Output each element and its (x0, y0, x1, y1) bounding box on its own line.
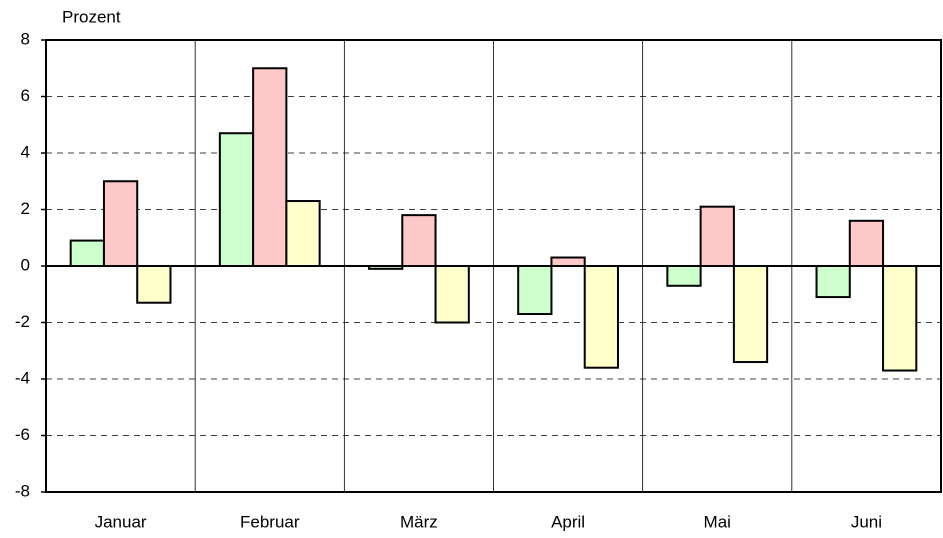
x-tick-label: März (400, 512, 438, 531)
y-tick-label: -6 (15, 425, 30, 444)
y-tick-label: -2 (15, 312, 30, 331)
bar (401, 214, 437, 267)
x-tick-label: Mai (704, 512, 731, 531)
bar (848, 219, 885, 268)
bar (815, 265, 851, 299)
y-tick-label: 4 (21, 142, 30, 161)
bar (434, 265, 470, 324)
bar (252, 67, 288, 267)
y-tick-label: -4 (15, 368, 30, 387)
bar (102, 180, 139, 267)
bar (699, 205, 735, 268)
bar (69, 239, 105, 267)
y-tick-label: 8 (21, 29, 30, 48)
x-tick-label: April (551, 512, 585, 531)
bar (218, 132, 255, 267)
x-tick-label: Juni (851, 512, 882, 531)
bar (583, 265, 619, 369)
y-tick-label: 2 (21, 199, 30, 218)
plot-border (45, 39, 942, 493)
y-axis-label: Prozent (62, 7, 121, 26)
y-tick-label: -8 (15, 481, 30, 500)
x-tick-label: Januar (95, 512, 147, 531)
bar (882, 265, 918, 372)
bar (517, 265, 553, 316)
y-tick-label: 0 (21, 255, 30, 274)
bar (732, 265, 769, 364)
bar (666, 265, 702, 287)
bar (136, 265, 172, 304)
x-tick-label: Februar (240, 512, 300, 531)
y-tick-label: 6 (21, 86, 30, 105)
bar (285, 200, 321, 267)
bar (550, 256, 586, 267)
